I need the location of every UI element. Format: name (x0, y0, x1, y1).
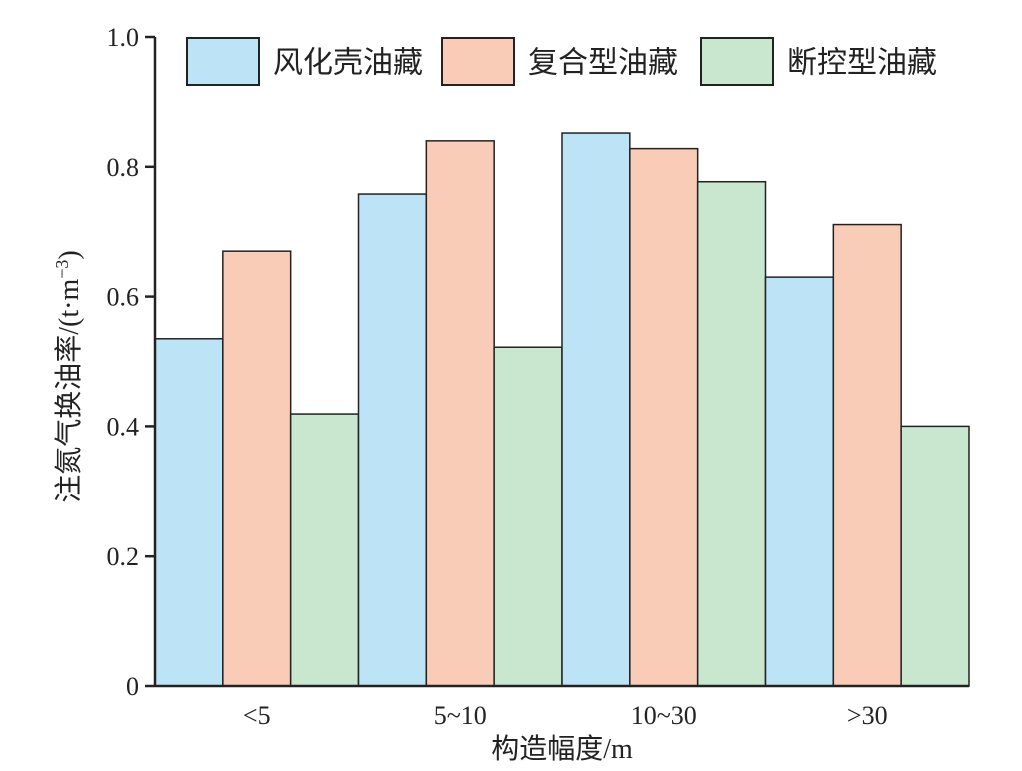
bar-3-4 (900, 425, 970, 687)
y-axis-title: 注氮气换油率/(t·m−3) (52, 250, 85, 502)
bar-1-1 (154, 338, 224, 687)
x-tick-label: >30 (847, 701, 888, 730)
legend: 风化壳油藏 复合型油藏 断控型油藏 (186, 37, 937, 86)
y-tick-label: 0 (126, 672, 139, 701)
x-axis-title: 构造幅度/m (491, 733, 633, 765)
bar-2-3 (629, 147, 699, 687)
axes-layer (153, 37, 969, 688)
y-ticks: 0 0.2 0.4 0.6 0.8 1.0 (107, 23, 155, 701)
x-tick-label: 10~30 (631, 701, 697, 730)
bar-3-2 (493, 346, 563, 687)
bar-1-3 (561, 132, 631, 687)
bar-3-3 (696, 180, 767, 687)
legend-label-1: 风化壳油藏 (273, 47, 423, 80)
y-tick-label: 0.6 (107, 283, 140, 312)
bar-2-4 (832, 223, 902, 687)
y-tick-label: 0.2 (107, 542, 140, 571)
bar-2-1 (222, 250, 292, 687)
x-ticks: <5 5~10 10~30 >30 (243, 701, 888, 730)
y-axis-title-close: ) (54, 250, 85, 259)
y-tick-label: 0.4 (107, 412, 140, 441)
bar-3-1 (289, 413, 360, 687)
y-axis-title-superscript: −3 (52, 260, 72, 279)
bar-1-2 (357, 193, 428, 687)
legend-swatch-3 (700, 37, 774, 86)
legend-swatch-1 (186, 37, 260, 86)
legend-label-3: 断控型油藏 (787, 47, 937, 80)
bar-2-2 (425, 140, 495, 687)
bar-1-4 (764, 276, 835, 687)
bars-layer (154, 132, 970, 687)
y-axis-title-main: 注氮气换油率/(t·m (53, 279, 85, 503)
y-tick-label: 0.8 (107, 153, 140, 182)
legend-label-2: 复合型油藏 (528, 47, 678, 80)
y-tick-label: 1.0 (107, 23, 140, 52)
x-tick-label: <5 (243, 701, 271, 730)
legend-swatch-2 (441, 37, 515, 86)
x-tick-label: 5~10 (434, 701, 487, 730)
